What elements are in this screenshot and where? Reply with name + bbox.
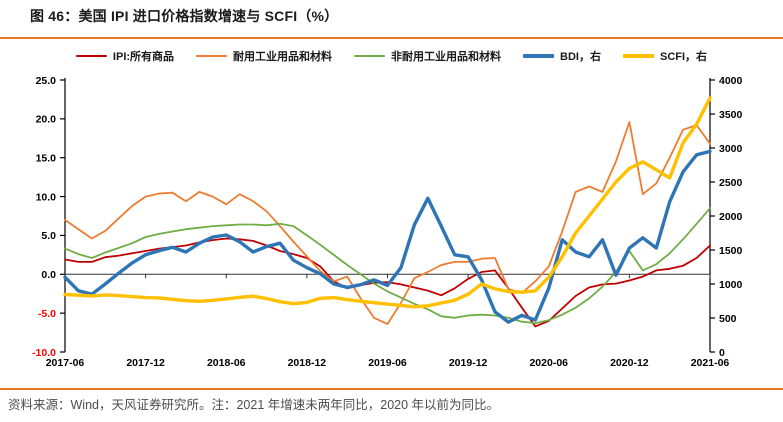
- legend-item-bdi: BDI，右: [523, 48, 601, 64]
- x-axis-tick-label: 2018-12: [288, 357, 327, 369]
- right-axis-tick-label: 1500: [719, 245, 743, 257]
- right-axis-tick-label: 1000: [719, 279, 743, 291]
- series-line-durable: [64, 121, 711, 325]
- series-line-nondurable: [64, 207, 711, 325]
- series-line-bdi: [63, 149, 712, 324]
- bottom-divider-rule: [0, 388, 783, 390]
- left-axis-tick-label: 20.0: [36, 114, 57, 126]
- x-axis-tick-label: 2020-12: [610, 357, 649, 369]
- legend-label-scfi: SCFI，右: [660, 51, 708, 63]
- left-axis-tick-label: 10.0: [36, 191, 57, 203]
- legend-label-nondurable: 非耐用工业用品和材料: [391, 51, 502, 63]
- left-axis-tick-label: 0.0: [41, 269, 56, 281]
- x-axis-tick-label: 2021-06: [691, 357, 730, 369]
- x-axis-tick-label: 2020-06: [529, 357, 568, 369]
- legend-swatch-durable: [196, 54, 228, 58]
- right-axis-tick-label: 500: [719, 313, 737, 325]
- legend-label-ipi-all: IPI:所有商品: [112, 51, 175, 63]
- chart-legend: IPI:所有商品 耐用工业用品和材料 非耐用工业用品和材料 BDI，右 SCFI，右: [0, 48, 783, 64]
- legend-item-nondurable: 非耐用工业用品和材料: [354, 48, 501, 64]
- x-axis-tick-label: 2019-06: [368, 357, 407, 369]
- right-axis-tick-label: 4000: [719, 75, 743, 87]
- x-axis-tick-label: 2017-12: [126, 357, 165, 369]
- x-axis-tick-label: 2019-12: [449, 357, 488, 369]
- legend-item-scfi: SCFI，右: [623, 48, 707, 64]
- top-divider-rule: [0, 37, 783, 39]
- series-line-scfi: [63, 96, 712, 309]
- right-axis-tick-label: 2000: [719, 211, 743, 223]
- left-axis-tick-label: -10.0: [32, 347, 56, 359]
- right-axis-tick-label: 3000: [719, 143, 743, 155]
- legend-swatch-scfi: [623, 54, 654, 58]
- x-axis-tick-label: 2017-06: [46, 357, 85, 369]
- legend-swatch-nondurable: [354, 54, 386, 58]
- left-axis-tick-label: 15.0: [36, 153, 57, 165]
- legend-swatch-ipi-all: [75, 54, 107, 58]
- legend-item-durable: 耐用工业用品和材料: [196, 48, 332, 64]
- source-note: 资料来源：Wind，天风证券研究所。注：2021 年增速未两年同比，2020 年…: [8, 398, 500, 412]
- legend-label-durable: 耐用工业用品和材料: [233, 51, 333, 63]
- legend-label-bdi: BDI，右: [560, 51, 601, 63]
- legend-item-ipi-all: IPI:所有商品: [75, 48, 175, 64]
- right-axis-tick-label: 3500: [719, 109, 743, 121]
- figure-title: 图 46：美国 IPI 进口价格指数增速与 SCFI（%）: [30, 8, 339, 24]
- left-axis-tick-label: 25.0: [36, 75, 57, 87]
- legend-swatch-bdi: [523, 54, 555, 58]
- right-axis-tick-label: 2500: [719, 177, 743, 189]
- x-axis-tick-label: 2018-06: [207, 357, 246, 369]
- left-axis-tick-label: -5.0: [38, 308, 56, 320]
- left-axis-tick-label: 5.0: [41, 230, 56, 242]
- right-axis-tick-label: 0: [719, 347, 725, 359]
